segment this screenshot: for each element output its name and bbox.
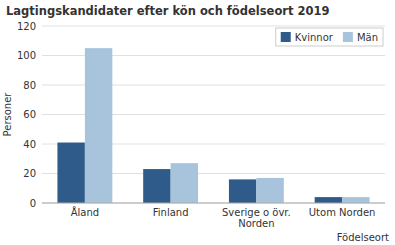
y-tick-label: 20 — [23, 168, 36, 179]
y-axis-label: Personer — [2, 92, 13, 137]
bar — [342, 197, 369, 203]
x-axis-line — [42, 203, 385, 204]
grid — [42, 26, 385, 203]
page: {"chart_data": {"type": "bar", "title": … — [0, 0, 395, 245]
grid-line — [42, 26, 385, 27]
x-tick-label: Åland — [71, 206, 99, 218]
bar — [143, 169, 170, 203]
x-tick-label: Sverige o övr.Norden — [222, 207, 291, 229]
x-tick-label: Finland — [153, 207, 189, 218]
x-tick-label-line: Norden — [238, 218, 274, 229]
bar — [315, 197, 342, 203]
y-tick-label: 120 — [17, 21, 36, 32]
x-tick-label-line: Finland — [153, 207, 189, 218]
x-tick-label: Utom Norden — [309, 207, 376, 218]
grid-line — [42, 203, 385, 204]
bar — [256, 178, 283, 203]
x-tick-label-line: Utom Norden — [309, 207, 376, 218]
y-tick-label: 0 — [30, 198, 36, 209]
x-tick-label-line: Sverige o övr. — [222, 207, 291, 218]
chart-container: Lagtingskandidater efter kön och födelse… — [0, 0, 395, 245]
y-tick-label: 80 — [23, 80, 36, 91]
bar — [229, 179, 256, 203]
title: Lagtingskandidater efter kön och födelse… — [6, 4, 329, 18]
legend-swatch — [281, 32, 291, 42]
bars — [57, 48, 369, 203]
bar — [85, 48, 112, 203]
y-tick-label: 60 — [23, 109, 36, 120]
legend: Kvinnor Män — [276, 28, 383, 46]
y-tick-label: 40 — [23, 139, 36, 150]
legend-label: Män — [357, 32, 378, 43]
legend-frame — [276, 28, 383, 46]
legend-swatch — [343, 32, 353, 42]
x-axis-label: Födelseort — [337, 232, 389, 243]
y-tick-label: 100 — [17, 50, 36, 61]
bar — [171, 163, 198, 203]
chart: Lagtingskandidater efter kön och födelse… — [0, 0, 395, 245]
x-tick-label-line: Åland — [71, 206, 99, 218]
bar — [57, 143, 84, 203]
legend-label: Kvinnor — [295, 32, 334, 43]
